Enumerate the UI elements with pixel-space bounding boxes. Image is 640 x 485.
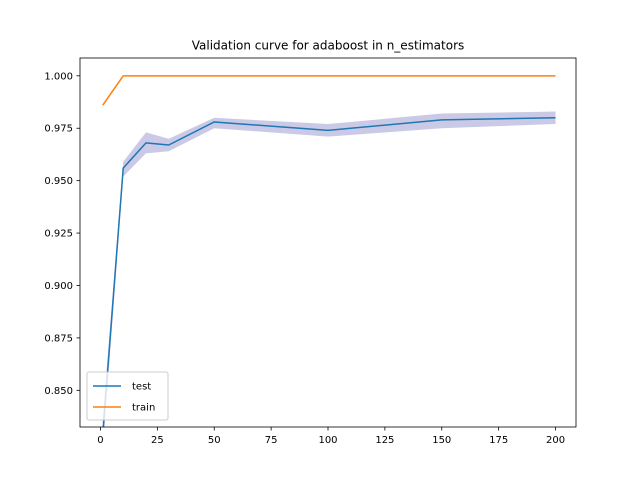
series-line-test (102, 117, 556, 427)
x-tick-label: 50 (208, 435, 221, 446)
chart-title: Validation curve for adaboost in n_estim… (192, 39, 465, 53)
x-tick-label: 200 (546, 435, 565, 446)
x-tick-label: 0 (97, 435, 103, 446)
y-tick-label: 0.950 (44, 176, 73, 187)
x-tick-label: 125 (375, 435, 394, 446)
legend-box (86, 371, 169, 421)
series-line-train (102, 75, 556, 106)
x-tick-label: 175 (489, 435, 508, 446)
y-tick-label: 0.875 (44, 333, 73, 344)
legend-label-train: train (132, 403, 155, 414)
legend-label-test: test (132, 382, 151, 393)
legend: test train (86, 371, 169, 421)
axes: 0 25 50 75 100 125 150 175 200 0.850 0.875 0.900 0.9… (44, 57, 577, 446)
y-tick-label: 1.000 (44, 71, 73, 82)
y-tick-label: 0.900 (44, 281, 73, 292)
y-tick-label: 0.925 (44, 229, 73, 240)
x-tick-label: 150 (432, 435, 451, 446)
series-lines (102, 75, 556, 427)
y-tick-label: 0.975 (44, 124, 73, 135)
y-tick-label: 0.850 (44, 386, 73, 397)
x-tick-label: 25 (151, 435, 164, 446)
x-tick-label: 75 (265, 435, 278, 446)
x-tick-label: 100 (318, 435, 337, 446)
